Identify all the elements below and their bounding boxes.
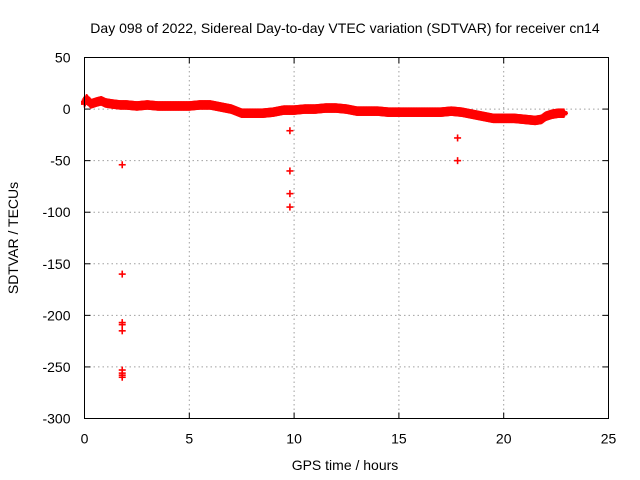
- y-tick-labels: 50 0 -50 -100 -150 -200 -250 -300: [42, 50, 70, 427]
- outlier-point: [454, 134, 462, 142]
- outlier-point: [118, 270, 126, 278]
- y-tick-label: -50: [50, 153, 70, 169]
- x-tick-labels: 0 5 10 15 20 25: [81, 431, 617, 447]
- data-points: [81, 94, 568, 381]
- grid-lines: [84, 57, 609, 419]
- outlier-point: [286, 203, 294, 211]
- y-tick-label: 50: [55, 50, 71, 66]
- x-tick-label: 20: [496, 431, 512, 447]
- y-tick-label: -300: [42, 411, 70, 427]
- x-tick-label: 25: [601, 431, 617, 447]
- y-tick-label: -250: [42, 359, 70, 375]
- x-tick-label: 0: [81, 431, 89, 447]
- x-tick-label: 10: [286, 431, 302, 447]
- outlier-point: [286, 127, 294, 135]
- y-tick-label: -100: [42, 204, 70, 220]
- chart-title: Day 098 of 2022, Sidereal Day-to-day VTE…: [90, 20, 600, 36]
- x-tick-label: 5: [185, 431, 193, 447]
- x-axis-label: GPS time / hours: [292, 457, 399, 473]
- y-tick-label: -200: [42, 307, 70, 323]
- outlier-point: [286, 190, 294, 198]
- y-tick-label: 0: [63, 101, 71, 117]
- y-tick-label: -150: [42, 256, 70, 272]
- outlier-point: [454, 157, 462, 165]
- outlier-point: [118, 327, 126, 335]
- y-axis-label: SDTVAR / TECUs: [5, 182, 21, 294]
- outlier-point: [286, 167, 294, 175]
- outlier-point: [118, 161, 126, 169]
- x-tick-label: 15: [391, 431, 407, 447]
